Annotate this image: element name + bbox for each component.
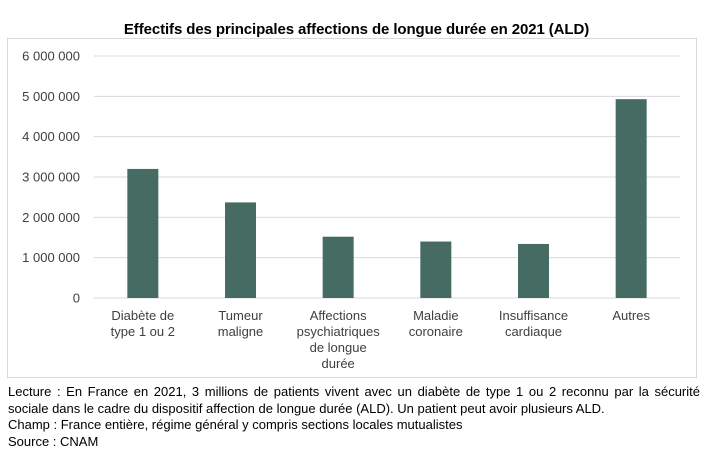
bar (127, 168, 159, 298)
y-tick-label: 6 000 000 (22, 49, 80, 64)
bar (420, 241, 452, 298)
x-tick-label: Maladie coronaire (409, 308, 463, 339)
y-tick-label: 2 000 000 (22, 210, 80, 225)
chart-notes: Lecture : En France en 2021, 3 millions … (8, 384, 700, 450)
chart-title: Effectifs des principales affections de … (123, 21, 590, 38)
x-tick-label: Affections psychiatriques de longue durée (297, 308, 381, 371)
y-tick-label: 0 (73, 291, 80, 306)
bar-chart: 0 1 000 000 2 000 000 3 000 000 4 000 000 5 0… (22, 49, 680, 371)
bar (518, 243, 549, 298)
source-note: Source : CNAM (8, 433, 99, 449)
scope-note: Champ : France entière, régime général y… (8, 417, 463, 432)
bar (615, 99, 647, 298)
x-tick-label: Autres (612, 308, 650, 323)
reading-note: Lecture : En France en 2021, 3 millions … (8, 384, 700, 416)
y-tick-label: 1 000 000 (22, 250, 80, 265)
x-tick-label: Diabète de type 1 ou 2 (111, 308, 175, 339)
y-tick-label: 4 000 000 (22, 129, 80, 144)
chart-area: 0 1 000 000 2 000 000 3 000 000 4 000 000 5 0… (7, 38, 697, 378)
y-tick-label: 5 000 000 (22, 89, 80, 104)
bar (322, 236, 354, 298)
bar (225, 202, 256, 298)
y-tick-label: 3 000 000 (22, 170, 80, 185)
x-tick-label: Insuffisance cardiaque (499, 308, 568, 339)
x-tick-label: Tumeur maligne (218, 308, 264, 339)
